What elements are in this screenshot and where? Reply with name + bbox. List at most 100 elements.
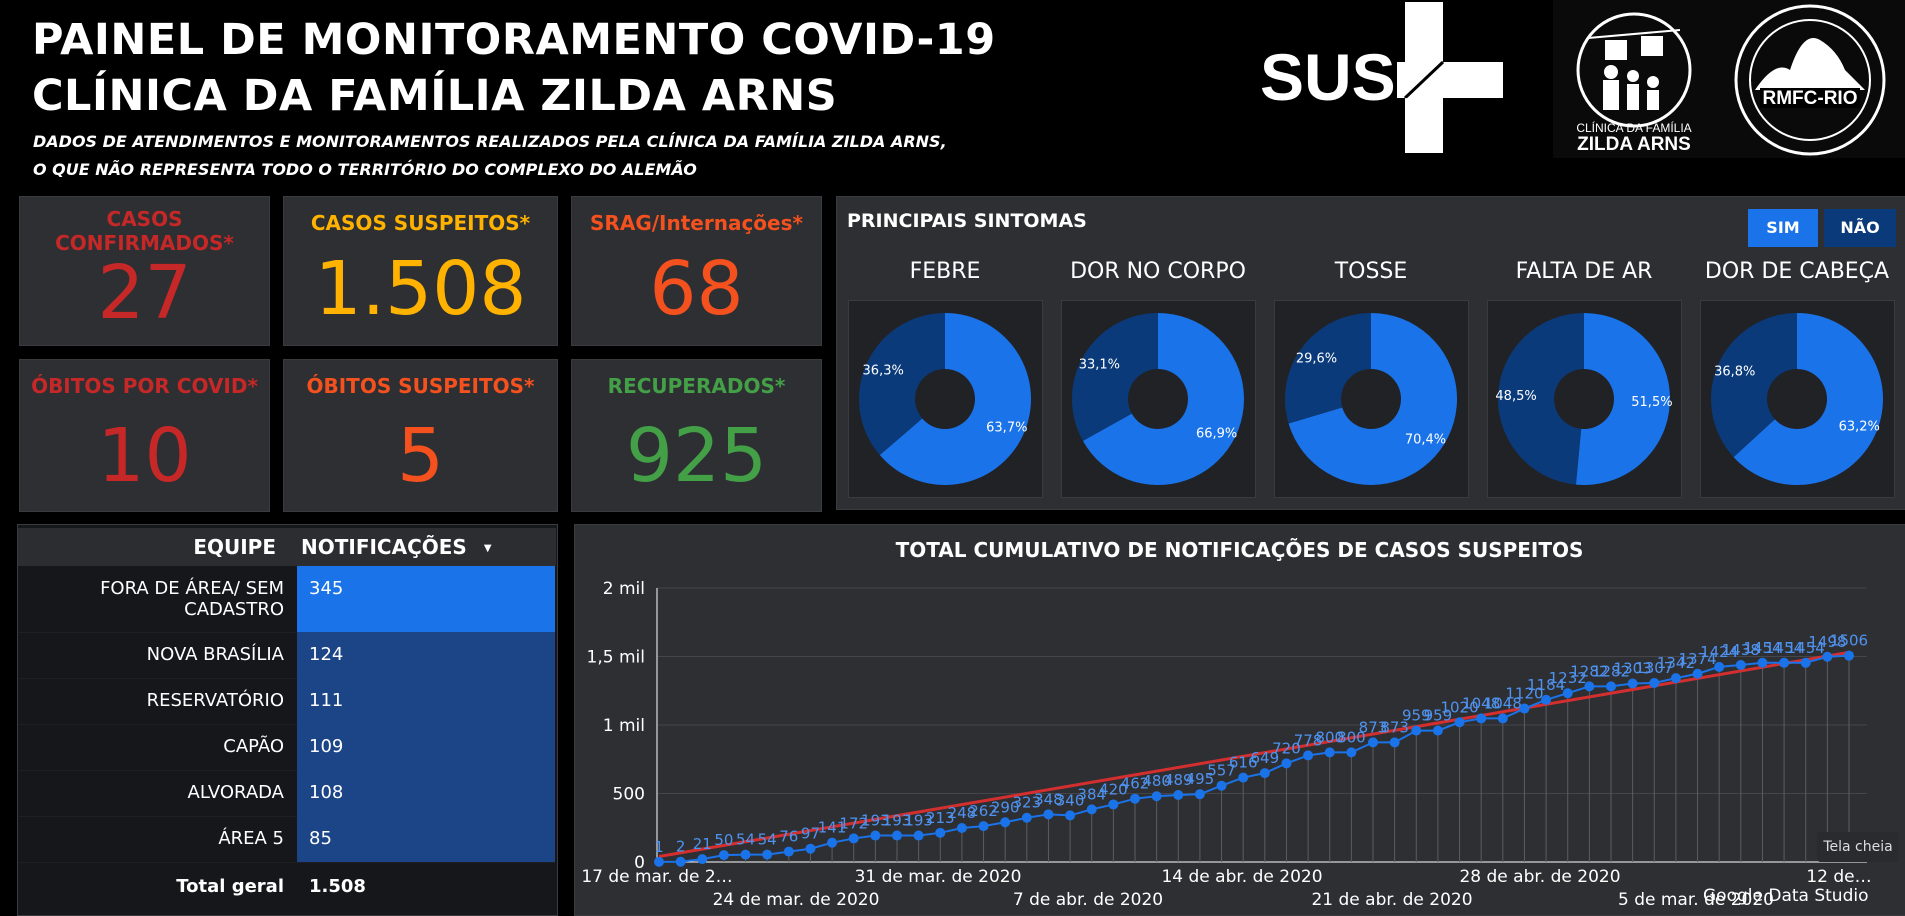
- data-point: [1800, 657, 1811, 668]
- symptom-donut-chart: 63,7% 36,3%: [859, 313, 1031, 485]
- data-label: 1303: [1614, 659, 1652, 677]
- data-label: 1282: [1592, 662, 1630, 680]
- clinica-familia-logo: CLÍNICA DA FAMÍLIA ZILDA ARNS: [1553, 0, 1715, 158]
- chart-title: TOTAL CUMULATIVO DE NOTIFICAÇÕES DE CASO…: [895, 538, 1584, 562]
- donut-label-sim: 66,9%: [1196, 426, 1237, 441]
- y-tick-label: 1 mil: [603, 716, 645, 736]
- x-tick-label: 28 de abr. de 2020: [1459, 867, 1620, 887]
- y-tick-label: 0: [634, 853, 645, 873]
- donut-slice-sim[interactable]: [1733, 313, 1883, 485]
- data-point: [1194, 789, 1205, 800]
- sort-desc-icon[interactable]: ▼: [483, 542, 492, 554]
- data-point: [762, 849, 773, 860]
- data-label: 420: [1099, 780, 1128, 798]
- data-point: [783, 846, 794, 857]
- data-point: [1670, 673, 1681, 684]
- data-point: [1086, 804, 1097, 815]
- kpi-value: 5: [396, 413, 445, 499]
- data-label: 262: [969, 802, 998, 820]
- symptoms-title: PRINCIPAIS SINTOMAS: [847, 210, 1087, 232]
- data-point: [1735, 659, 1746, 670]
- x-tick-label: 5 de mar. de 2020: [1618, 890, 1774, 910]
- data-point: [1411, 725, 1422, 736]
- table-row[interactable]: NOVA BRASÍLIA 124: [18, 632, 555, 679]
- x-tick-label: 24 de mar. de 2020: [713, 890, 880, 910]
- donut-label-nao: 48,5%: [1495, 389, 1536, 404]
- data-label: 1048: [1484, 694, 1522, 712]
- data-label: 1424: [1700, 643, 1738, 661]
- data-point: [1541, 694, 1552, 705]
- data-label: 323: [1012, 794, 1041, 812]
- x-tick-label: 7 de abr. de 2020: [1013, 890, 1163, 910]
- data-label: 1232: [1549, 669, 1587, 687]
- data-point: [805, 843, 816, 854]
- donut-slice-nao[interactable]: [1285, 313, 1371, 424]
- data-point: [1259, 768, 1270, 779]
- kpi-casos-suspeitos: CASOS SUSPEITOS* 1.508: [283, 196, 558, 346]
- donut-slice-sim[interactable]: [1575, 313, 1671, 485]
- data-point: [1043, 809, 1054, 820]
- symptom-donut-chart: 66,9% 33,1%: [1072, 313, 1244, 485]
- data-label: 462: [1121, 775, 1150, 793]
- subtitle-line1: DADOS DE ATENDIMENTOS E MONITORAMENTOS R…: [33, 132, 947, 151]
- toggle-nao-button[interactable]: NÃO: [1824, 209, 1896, 247]
- data-label: 1282: [1570, 662, 1608, 680]
- table-row[interactable]: ÁREA 5 85: [18, 816, 555, 863]
- data-point: [1151, 791, 1162, 802]
- data-point: [978, 821, 989, 832]
- data-point: [675, 856, 686, 867]
- x-tick-label: 31 de mar. de 2020: [855, 867, 1022, 887]
- rmfc-logo-text: RMFC-RIO: [1763, 88, 1858, 109]
- data-label: 340: [1056, 791, 1085, 809]
- symptom-title: TOSSE: [1334, 259, 1408, 284]
- data-label: 1184: [1527, 676, 1565, 694]
- y-tick-label: 2 mil: [603, 579, 645, 599]
- x-tick-label: 14 de abr. de 2020: [1161, 867, 1322, 887]
- data-label: 248: [948, 804, 977, 822]
- table-row[interactable]: RESERVATÓRIO 111: [18, 678, 555, 725]
- donut-slice-nao[interactable]: [1498, 313, 1584, 485]
- donut-slice-nao[interactable]: [1711, 313, 1797, 458]
- toggle-sim-button[interactable]: SIM: [1748, 209, 1818, 247]
- donut-label-sim: 63,2%: [1839, 419, 1880, 434]
- data-point: [1238, 772, 1249, 783]
- kpi-label: RECUPERADOS*: [607, 374, 786, 398]
- data-point: [1108, 799, 1119, 810]
- notificacoes-cell: 108: [297, 770, 555, 816]
- data-label: 50: [714, 831, 733, 849]
- donut-slice-nao[interactable]: [1072, 313, 1158, 441]
- data-label: 873: [1380, 718, 1409, 736]
- data-point: [1173, 790, 1184, 801]
- symptom-title: FEBRE: [909, 259, 981, 284]
- google-data-studio-brand[interactable]: Google Data Studio: [1703, 886, 1869, 906]
- donut-label-sim: 70,4%: [1405, 433, 1446, 448]
- donut-slice-sim[interactable]: [1288, 313, 1457, 485]
- donut-slice-sim[interactable]: [879, 313, 1031, 485]
- donut-slice-sim[interactable]: [1082, 313, 1244, 485]
- table-total-row: Total geral 1.508: [18, 866, 555, 906]
- fullscreen-button[interactable]: Tela cheia: [1817, 832, 1899, 862]
- data-label: 1438: [1722, 641, 1760, 659]
- data-point: [892, 830, 902, 841]
- data-point: [1432, 725, 1443, 736]
- data-point: [718, 850, 729, 861]
- data-point: [1000, 817, 1011, 828]
- data-point: [956, 823, 967, 834]
- data-label: 172: [839, 814, 868, 832]
- col-notificacoes-header[interactable]: NOTIFICAÇÕES ▼: [301, 535, 492, 559]
- donut-slice-nao[interactable]: [859, 313, 945, 456]
- table-row[interactable]: ALVORADA 108: [18, 770, 555, 817]
- donut-label-nao: 36,8%: [1714, 365, 1755, 380]
- table-row[interactable]: CAPÃO 109: [18, 724, 555, 771]
- data-label: 1: [654, 838, 664, 856]
- table-row[interactable]: FORA DE ÁREA/ SEM CADASTRO 345: [18, 566, 555, 633]
- data-label: 649: [1250, 749, 1279, 767]
- data-label: 959: [1424, 707, 1453, 725]
- x-tick-label: 21 de abr. de 2020: [1311, 890, 1472, 910]
- data-label: 778: [1294, 731, 1323, 749]
- col-equipe-header[interactable]: EQUIPE: [193, 535, 276, 559]
- data-label: 557: [1207, 762, 1236, 780]
- kpi-srag-internacoes: SRAG/Internações* 68: [571, 196, 822, 346]
- data-point: [1584, 681, 1595, 692]
- data-point: [1692, 668, 1703, 679]
